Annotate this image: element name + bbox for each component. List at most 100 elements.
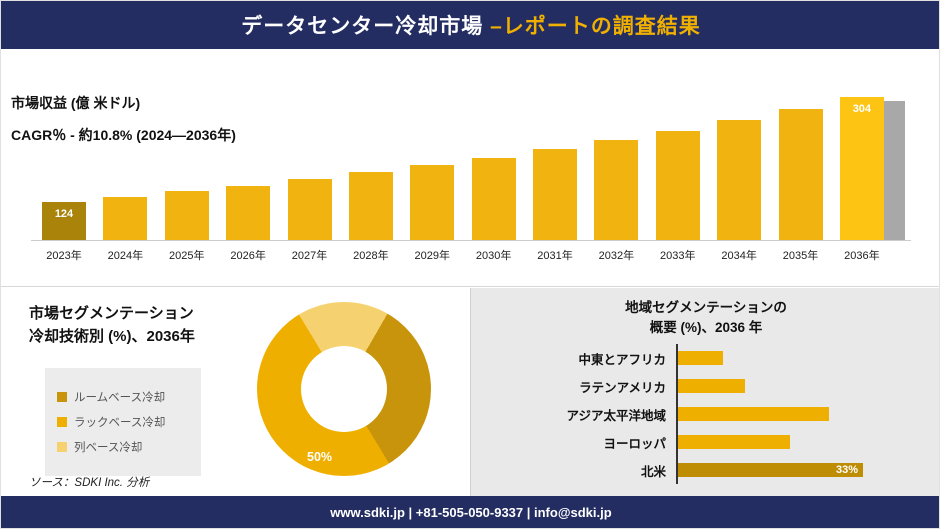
revenue-bar-2036年: 304 [839,97,884,240]
header-banner: データセンター冷却市場 –レポートの調査結果 [1,1,939,49]
segmentation-title-line1: 市場セグメンテーション [29,305,194,322]
regional-label: アジア太平洋地域 [566,408,666,423]
regional-bar-中東とアフリカ [678,351,723,365]
year-label: 2026年 [230,250,266,262]
legend-swatch [57,392,67,402]
regional-title-line1: 地域セグメンテーションの [625,300,787,315]
revenue-bar-2035年 [778,109,823,240]
year-label: 2031年 [537,250,573,262]
legend-item: 列ベース冷却 [57,439,189,455]
regional-label: 中東とアフリカ [578,352,666,367]
revenue-bar-column: 2031年 [530,97,580,265]
segmentation-section: 市場セグメンテーション 冷却技術別 (%)、2036年 ルームベース冷却 ラックベ… [1,288,471,498]
donut-percentage-label: 50% [307,450,333,464]
year-label: 2035年 [782,250,819,262]
year-label: 2033年 [660,250,696,262]
footer-banner: www.sdki.jp | +81-505-050-9337 | info@sd… [1,496,939,528]
revenue-bar-column: 2033年 [653,97,703,265]
segmentation-title-line2: 冷却技術別 (%)、2036年 [29,328,195,345]
regional-bar-zone [676,344,931,372]
donut-legend: ルームベース冷却 ラックベース冷却 列ベース冷却 [45,368,201,476]
revenue-bar-column: 2026年 [223,97,273,265]
legend-label: 列ベース冷却 [74,442,143,454]
regional-row: ヨーロッパ [471,428,931,456]
cagr-text: CAGR％ - 約10.8% (2024―2036年) [11,127,236,143]
revenue-bar-column: 2028年 [346,97,396,265]
regional-row: 北米 33% [471,456,931,484]
segmentation-title: 市場セグメンテーション 冷却技術別 (%)、2036年 [29,302,195,348]
chart-baseline [31,240,911,241]
revenue-bar-2024年 [103,197,148,240]
regional-title: 地域セグメンテーションの 概要 (%)、2036 年 [471,288,939,338]
revenue-bar-column: 2027年 [285,97,335,265]
regional-bar-北米: 33% [678,463,863,477]
revenue-bar-2026年 [226,186,271,240]
revenue-bar-column: 2030年 [469,97,519,265]
revenue-heading: 市場収益 (億 米ドル) [11,95,141,111]
revenue-bar-2031年 [533,149,577,240]
legend-swatch [57,442,67,452]
regional-bar-アジア太平洋地域 [678,407,829,421]
year-label: 2023年 [46,250,82,262]
revenue-bar-column: 2029年 [407,97,457,265]
revenue-bar-column: 304 2036年 [837,97,887,265]
regional-row: アジア太平洋地域 [471,400,931,428]
year-label: 2025年 [169,250,205,262]
legend-item: ラックベース冷却 [57,414,189,430]
revenue-bar-2032年 [594,140,639,240]
regional-bar-value: 33% [835,464,858,476]
year-label: 2024年 [107,250,144,262]
year-label: 2028年 [353,250,389,262]
revenue-bar-2025年 [164,191,209,240]
page-title: データセンター冷却市場 –レポートの調査結果 [241,10,701,40]
revenue-bar-2028年 [348,172,393,240]
regional-bar-zone: 33% [676,456,931,484]
regional-bar-ラテンアメリカ [678,379,745,393]
legend-swatch [57,417,67,427]
year-label: 2036年 [844,250,880,262]
regional-bars: 中東とアフリカ ラテンアメリカアジア太平洋地域ヨーロッパ北米 33% [471,344,931,484]
year-label: 2032年 [598,250,635,262]
source-note: ソース：SDKI Inc. 分析 [29,477,150,489]
donut-chart: 50% [257,302,431,476]
regional-bar-zone [676,428,931,456]
donut-hole [301,346,387,432]
revenue-bar-column: 2034年 [714,97,764,265]
revenue-bar-2023年: 124 [42,202,86,240]
revenue-bar-2029年 [410,165,455,240]
revenue-bar-2027年 [287,179,332,240]
year-label: 2034年 [721,250,757,262]
legend-label: ルームベース冷却 [74,392,166,404]
revenue-bar-column: 2025年 [162,97,212,265]
revenue-bar-2034年 [717,120,762,240]
revenue-bar-column: 124 2023年 [39,97,89,265]
page-title-accent: –レポートの調査結果 [490,15,701,38]
page-title-main: データセンター冷却市場 [241,15,491,38]
regional-bar-zone [676,372,931,400]
revenue-bar-column: 2035年 [776,97,826,265]
regional-row: ラテンアメリカ [471,372,931,400]
year-label: 2030年 [475,250,512,262]
regional-title-line2: 概要 (%)、2036 年 [649,320,763,335]
regional-bar-zone [676,400,931,428]
bar-value-label: 124 [54,208,74,220]
footer-contact: www.sdki.jp | +81-505-050-9337 | info@sd… [330,504,612,520]
regional-label: ヨーロッパ [603,436,666,451]
revenue-bar-column: 2032年 [591,97,641,265]
regional-bar-ヨーロッパ [678,435,790,449]
regional-label: 北米 [640,464,666,479]
revenue-bars: 124 2023年 2024年 2025年 2026年 2027年 2028年 2029年 20… [39,97,887,265]
revenue-bar-2030年 [471,158,516,240]
regional-row: 中東とアフリカ [471,344,931,372]
revenue-bar-column: 2024年 [100,97,150,265]
bar-value-label: 304 [852,103,872,115]
regional-label: ラテンアメリカ [579,380,666,395]
revenue-bar-2033年 [655,131,700,240]
legend-item: ルームベース冷却 [57,389,189,405]
year-label: 2027年 [291,250,328,262]
legend-label: ラックベース冷却 [74,417,166,429]
revenue-chart-section: 市場収益 (億 米ドル) CAGR％ - 約10.8% (2024―2036年)… [1,49,939,287]
year-label: 2029年 [414,250,450,262]
regional-section: 地域セグメンテーションの 概要 (%)、2036 年 中東とアフリカ ラテンアメリ… [471,288,939,498]
